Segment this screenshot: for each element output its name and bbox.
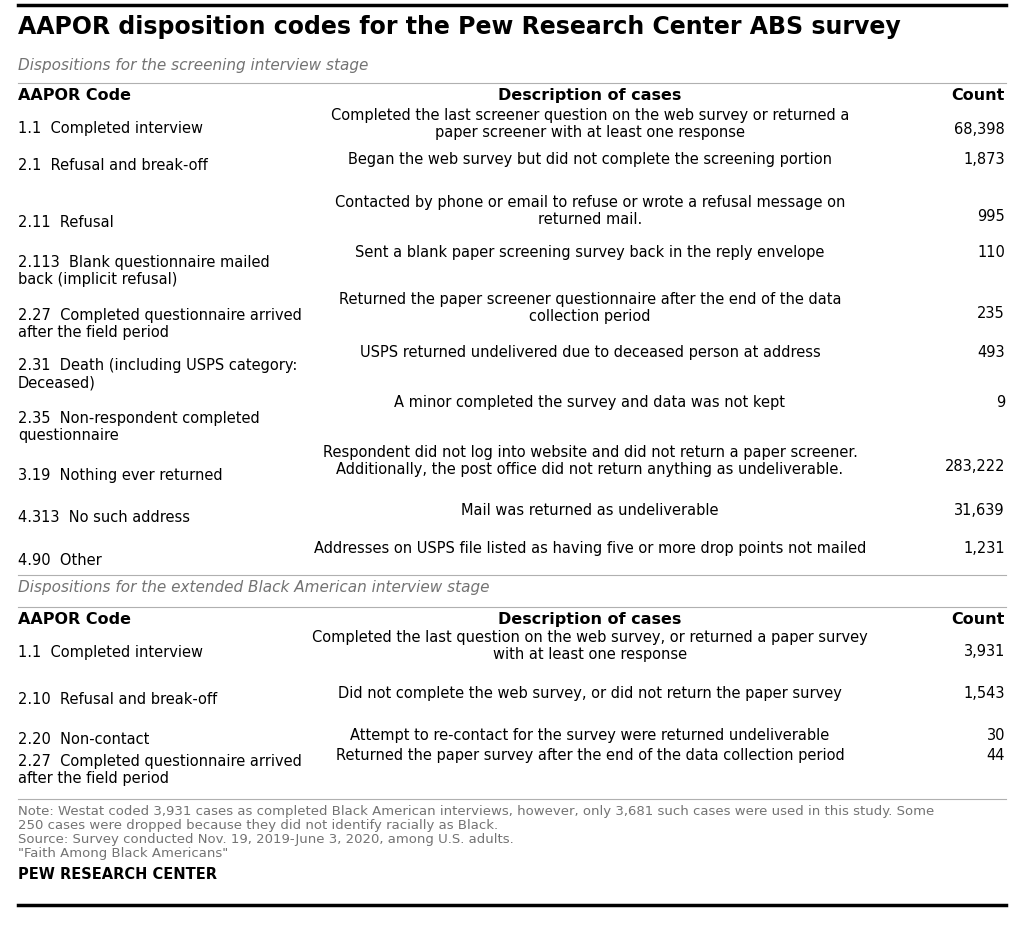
Text: 2.11  Refusal: 2.11 Refusal	[18, 215, 114, 230]
Text: Dispositions for the extended Black American interview stage: Dispositions for the extended Black Amer…	[18, 579, 489, 594]
Text: Description of cases: Description of cases	[499, 88, 682, 103]
Text: Description of cases: Description of cases	[499, 611, 682, 627]
Text: 235: 235	[977, 306, 1005, 321]
Text: USPS returned undelivered due to deceased person at address: USPS returned undelivered due to decease…	[359, 345, 820, 360]
Text: Sent a blank paper screening survey back in the reply envelope: Sent a blank paper screening survey back…	[355, 245, 824, 260]
Text: 3.19  Nothing ever returned: 3.19 Nothing ever returned	[18, 467, 222, 482]
Text: 9: 9	[995, 395, 1005, 410]
Text: 2.27  Completed questionnaire arrived
after the field period: 2.27 Completed questionnaire arrived aft…	[18, 753, 302, 785]
Text: AAPOR disposition codes for the Pew Research Center ABS survey: AAPOR disposition codes for the Pew Rese…	[18, 15, 901, 39]
Text: 2.27  Completed questionnaire arrived
after the field period: 2.27 Completed questionnaire arrived aft…	[18, 308, 302, 340]
Text: 1,543: 1,543	[964, 685, 1005, 700]
Text: 3,931: 3,931	[964, 643, 1005, 658]
Text: 283,222: 283,222	[944, 459, 1005, 474]
Text: Began the web survey but did not complete the screening portion: Began the web survey but did not complet…	[348, 152, 831, 167]
Text: A minor completed the survey and data was not kept: A minor completed the survey and data wa…	[394, 395, 785, 410]
Text: 2.10  Refusal and break-off: 2.10 Refusal and break-off	[18, 692, 217, 706]
Text: 250 cases were dropped because they did not identify racially as Black.: 250 cases were dropped because they did …	[18, 819, 498, 832]
Text: Did not complete the web survey, or did not return the paper survey: Did not complete the web survey, or did …	[338, 685, 842, 700]
Text: 2.35  Non-respondent completed
questionnaire: 2.35 Non-respondent completed questionna…	[18, 411, 260, 443]
Text: 1.1  Completed interview: 1.1 Completed interview	[18, 644, 203, 659]
Text: 1,231: 1,231	[964, 540, 1005, 555]
Text: 4.313  No such address: 4.313 No such address	[18, 510, 190, 525]
Text: 2.113  Blank questionnaire mailed
back (implicit refusal): 2.113 Blank questionnaire mailed back (i…	[18, 255, 269, 287]
Text: 1.1  Completed interview: 1.1 Completed interview	[18, 121, 203, 136]
Text: Returned the paper screener questionnaire after the end of the data
collection p: Returned the paper screener questionnair…	[339, 292, 842, 324]
Text: Mail was returned as undeliverable: Mail was returned as undeliverable	[461, 502, 719, 517]
Text: AAPOR Code: AAPOR Code	[18, 88, 131, 103]
Text: Completed the last question on the web survey, or returned a paper survey
with a: Completed the last question on the web s…	[312, 629, 868, 662]
Text: Contacted by phone or email to refuse or wrote a refusal message on
returned mai: Contacted by phone or email to refuse or…	[335, 195, 845, 227]
Text: 493: 493	[977, 345, 1005, 360]
Text: Dispositions for the screening interview stage: Dispositions for the screening interview…	[18, 57, 369, 73]
Text: Addresses on USPS file listed as having five or more drop points not mailed: Addresses on USPS file listed as having …	[313, 540, 866, 555]
Text: PEW RESEARCH CENTER: PEW RESEARCH CENTER	[18, 866, 217, 881]
Text: 110: 110	[977, 245, 1005, 260]
Text: 68,398: 68,398	[954, 121, 1005, 137]
Text: Returned the paper survey after the end of the data collection period: Returned the paper survey after the end …	[336, 747, 845, 762]
Text: 2.1  Refusal and break-off: 2.1 Refusal and break-off	[18, 158, 208, 172]
Text: 2.20  Non-contact: 2.20 Non-contact	[18, 731, 150, 746]
Text: "Faith Among Black Americans": "Faith Among Black Americans"	[18, 846, 228, 859]
Text: 30: 30	[986, 727, 1005, 743]
Text: Note: Westat coded 3,931 cases as completed Black American interviews, however, : Note: Westat coded 3,931 cases as comple…	[18, 804, 934, 817]
Text: 44: 44	[986, 747, 1005, 762]
Text: 2.31  Death (including USPS category:
Deceased): 2.31 Death (including USPS category: Dec…	[18, 358, 297, 390]
Text: Count: Count	[951, 611, 1005, 627]
Text: 4.90  Other: 4.90 Other	[18, 552, 101, 567]
Text: 31,639: 31,639	[954, 502, 1005, 517]
Text: AAPOR Code: AAPOR Code	[18, 611, 131, 627]
Text: Respondent did not log into website and did not return a paper screener.
Additio: Respondent did not log into website and …	[323, 445, 857, 476]
Text: Count: Count	[951, 88, 1005, 103]
Text: Completed the last screener question on the web survey or returned a
paper scree: Completed the last screener question on …	[331, 108, 849, 140]
Text: Source: Survey conducted Nov. 19, 2019-June 3, 2020, among U.S. adults.: Source: Survey conducted Nov. 19, 2019-J…	[18, 832, 514, 845]
Text: 995: 995	[977, 209, 1005, 223]
Text: 1,873: 1,873	[964, 152, 1005, 167]
Text: Attempt to re-contact for the survey were returned undeliverable: Attempt to re-contact for the survey wer…	[350, 727, 829, 743]
